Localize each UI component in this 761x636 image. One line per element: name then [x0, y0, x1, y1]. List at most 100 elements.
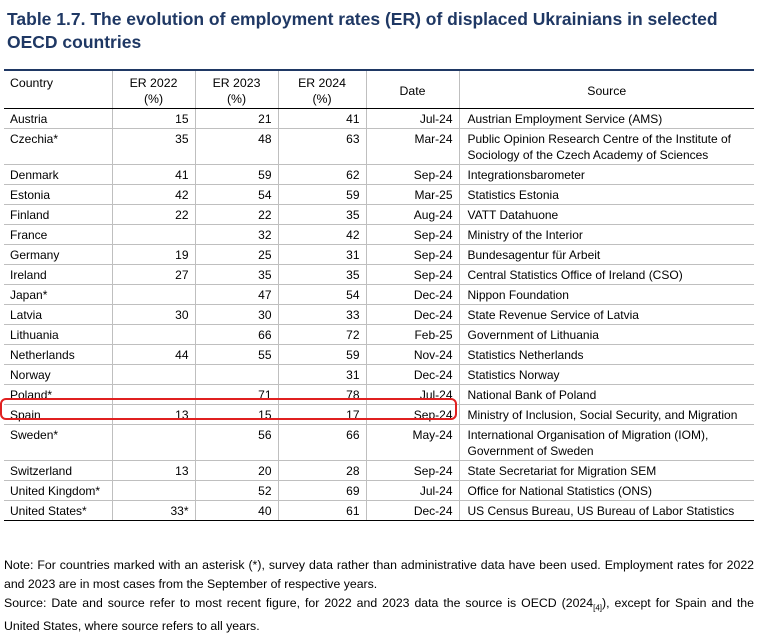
employment-rates-table: Country ER 2022 (%) ER 2023 (%) ER 2024 …	[4, 71, 754, 521]
table-row: Poland* 71 78 Jul-24 National Bank of Poland	[4, 384, 754, 405]
table-row: Estonia 42 54 59 Mar-25 Statistics Estonia	[4, 184, 754, 205]
cell-country: Germany	[4, 244, 113, 265]
source-text-pre: Source: Date and source refer to most re…	[4, 596, 594, 610]
cell-er2024: 35	[278, 204, 367, 225]
cell-country: Spain	[4, 404, 113, 425]
cell-er2023: 32	[195, 224, 279, 245]
cell-source: National Bank of Poland	[459, 384, 754, 405]
cell-er2023: 22	[195, 204, 279, 225]
cell-source: Austrian Employment Service (AMS)	[459, 108, 754, 129]
cell-er2022: 30	[112, 304, 196, 325]
cell-date: Jul-24	[366, 384, 460, 405]
cell-country: Latvia	[4, 304, 113, 325]
cell-date: Dec-24	[366, 364, 460, 385]
cell-er2024: 62	[278, 164, 367, 185]
cell-date: Dec-24	[366, 284, 460, 305]
cell-er2023: 54	[195, 184, 279, 205]
cell-er2024: 59	[278, 344, 367, 365]
table-row: Ireland 27 35 35 Sep-24 Central Statistics Of…	[4, 264, 754, 285]
cell-er2024: 41	[278, 108, 367, 129]
cell-er2024: 31	[278, 364, 367, 385]
cell-source: VATT Datahuone	[459, 204, 754, 225]
cell-country: Austria	[4, 108, 113, 129]
cell-er2023: 66	[195, 324, 279, 345]
note-text: Note: For countries marked with an aster…	[4, 558, 754, 591]
cell-source: US Census Bureau, US Bureau of Labor Sta…	[459, 500, 754, 521]
header-source: Source	[459, 71, 754, 109]
cell-er2022: 42	[112, 184, 196, 205]
cell-er2022	[112, 424, 196, 461]
cell-country: Denmark	[4, 164, 113, 185]
cell-date: Sep-24	[366, 460, 460, 481]
cell-date: Sep-24	[366, 264, 460, 285]
cell-er2022	[112, 324, 196, 345]
cell-er2024: 42	[278, 224, 367, 245]
cell-er2023: 15	[195, 404, 279, 425]
cell-country: United States*	[4, 500, 113, 521]
cell-er2024: 63	[278, 128, 367, 165]
header-er2023-line2: (%)	[226, 92, 247, 106]
cell-er2022: 15	[112, 108, 196, 129]
table-body: Austria 15 21 41 Jul-24 Austrian Employment S…	[4, 108, 754, 521]
cell-source: International Organisation of Migration …	[459, 424, 754, 461]
cell-er2022: 41	[112, 164, 196, 185]
cell-er2024: 28	[278, 460, 367, 481]
cell-source: State Secretariat for Migration SEM	[459, 460, 754, 481]
cell-date: Mar-24	[366, 128, 460, 165]
cell-er2024: 33	[278, 304, 367, 325]
cell-er2024: 66	[278, 424, 367, 461]
cell-country: France	[4, 224, 113, 245]
cell-source: Public Opinion Research Centre of the In…	[459, 128, 754, 165]
cell-country: Ireland	[4, 264, 113, 285]
header-er2022-line1: ER 2022	[129, 76, 178, 90]
header-er2022-line2: (%)	[143, 92, 164, 106]
cell-date: Dec-24	[366, 304, 460, 325]
cell-date: May-24	[366, 424, 460, 461]
cell-er2022	[112, 224, 196, 245]
cell-er2024: 61	[278, 500, 367, 521]
cell-date: Feb-25	[366, 324, 460, 345]
cell-country: Estonia	[4, 184, 113, 205]
cell-date: Sep-24	[366, 404, 460, 425]
cell-source: Government of Lithuania	[459, 324, 754, 345]
header-er2022: ER 2022 (%)	[112, 71, 196, 109]
header-country: Country	[4, 71, 113, 109]
cell-date: Nov-24	[366, 344, 460, 365]
table-row: Finland 22 22 35 Aug-24 VATT Datahuone	[4, 204, 754, 225]
header-er2024-line1: ER 2024	[298, 76, 346, 90]
cell-er2023: 20	[195, 460, 279, 481]
cell-er2023: 30	[195, 304, 279, 325]
cell-source: Statistics Netherlands	[459, 344, 754, 365]
cell-date: Mar-25	[366, 184, 460, 205]
header-row: Country ER 2022 (%) ER 2023 (%) ER 2024 …	[4, 71, 754, 109]
cell-country: Finland	[4, 204, 113, 225]
table-row: Latvia 30 30 33 Dec-24 State Revenue Service …	[4, 304, 754, 325]
table-row: Spain 13 15 17 Sep-24 Ministry of Inclusion, …	[4, 404, 754, 425]
cell-er2023: 56	[195, 424, 279, 461]
cell-er2024: 54	[278, 284, 367, 305]
cell-country: Sweden*	[4, 424, 113, 461]
table-row: Czechia* 35 48 63 Mar-24 Public Opinion Resea…	[4, 128, 754, 165]
cell-er2024: 69	[278, 480, 367, 501]
cell-er2022: 13	[112, 404, 196, 425]
cell-source: State Revenue Service of Latvia	[459, 304, 754, 325]
cell-country: Lithuania	[4, 324, 113, 345]
cell-er2023: 40	[195, 500, 279, 521]
cell-country: Japan*	[4, 284, 113, 305]
table-row: Lithuania 66 72 Feb-25 Government of Lithuan…	[4, 324, 754, 345]
cell-er2023	[195, 364, 279, 385]
cell-er2022	[112, 480, 196, 501]
cell-source: Ministry of the Interior	[459, 224, 754, 245]
cell-er2024: 31	[278, 244, 367, 265]
cell-er2022: 35	[112, 128, 196, 165]
cell-date: Sep-24	[366, 244, 460, 265]
cell-er2023: 55	[195, 344, 279, 365]
cell-source: Integrationsbarometer	[459, 164, 754, 185]
cell-er2023: 48	[195, 128, 279, 165]
cell-er2023: 47	[195, 284, 279, 305]
cell-er2022	[112, 284, 196, 305]
cell-country: Norway	[4, 364, 113, 385]
cell-er2024: 35	[278, 264, 367, 285]
cell-er2022: 22	[112, 204, 196, 225]
table-row: Switzerland 13 20 28 Sep-24 State Secretariat…	[4, 460, 754, 481]
